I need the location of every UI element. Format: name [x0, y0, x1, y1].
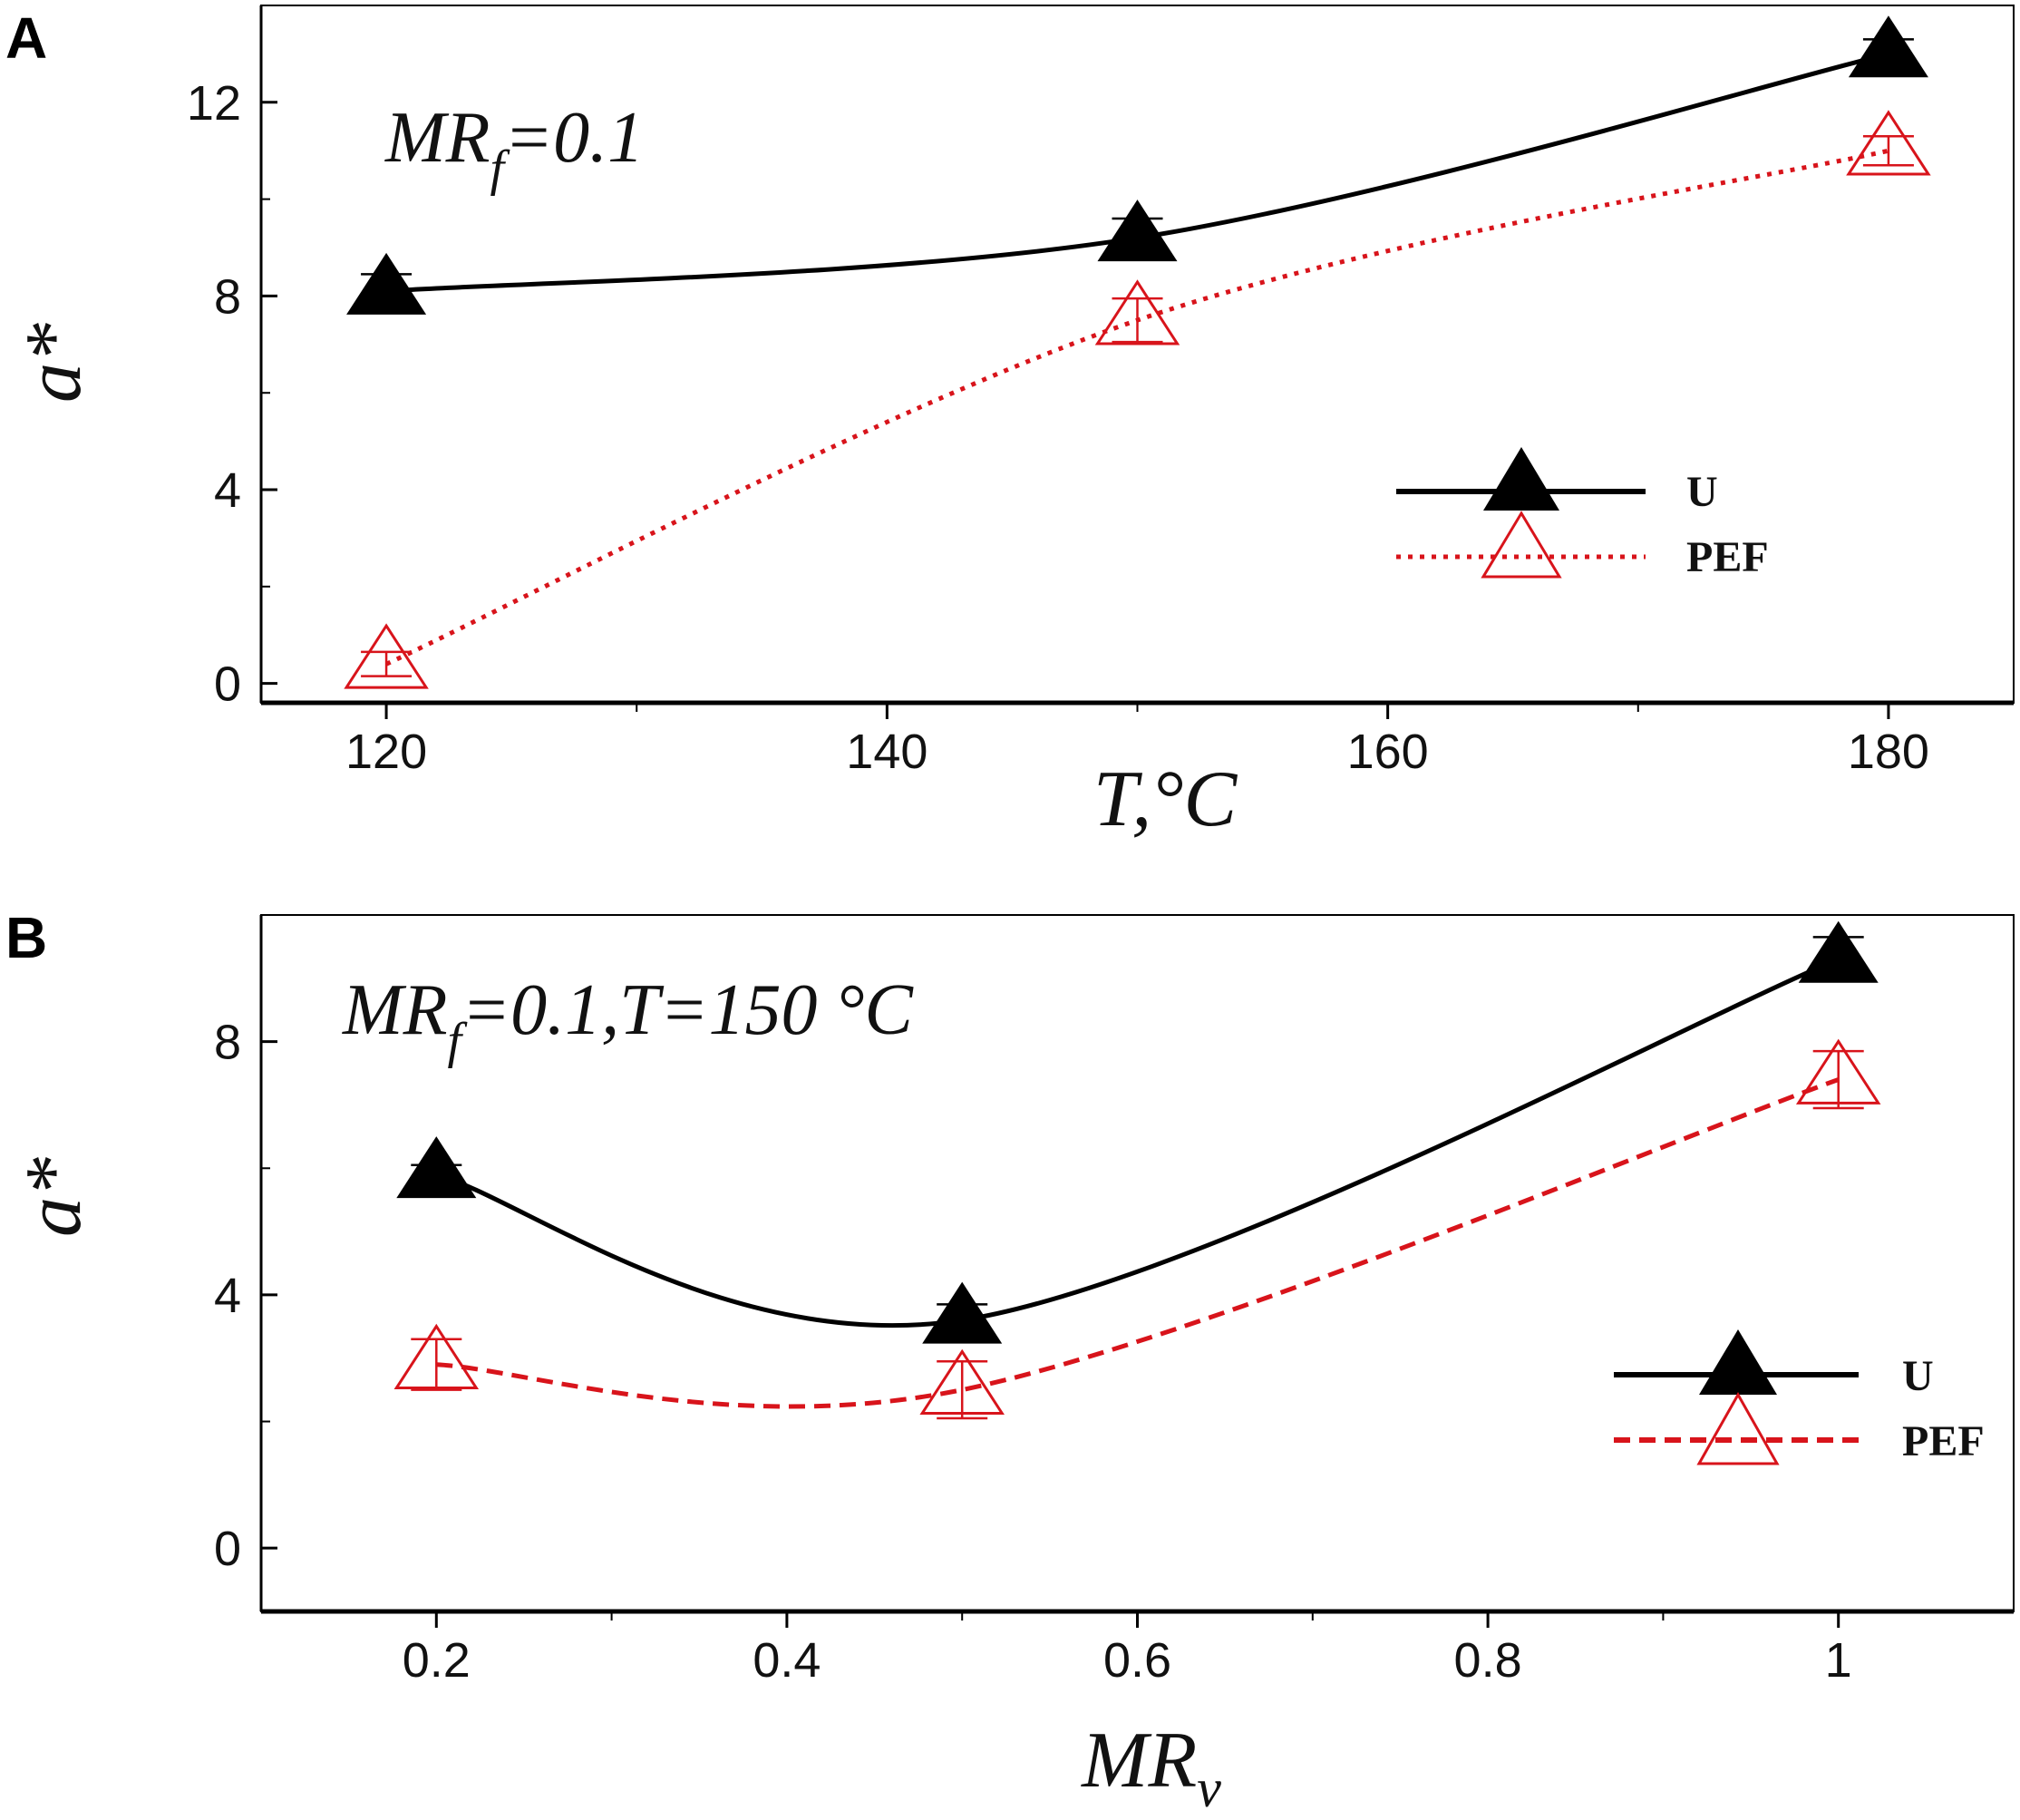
panel-a-series-pef-point [344, 623, 429, 689]
panel-b-annotation: MRf=0.1,T=150 °C [342, 970, 915, 1069]
panel-b-series-pef-point [919, 1348, 1005, 1415]
panel-b-ticks: 0.2 0.4 0.6 0.8 1 0 4 8 [214, 1016, 1852, 1688]
panel-b-y-tick-label: 4 [214, 1269, 241, 1323]
panel-b-x-tick-label: 0.8 [1454, 1633, 1522, 1688]
panel-b-series-u-point [396, 1136, 477, 1199]
panel-b-y-tick-label: 8 [214, 1016, 241, 1070]
panel-a-x-axis-label: T,°C [1093, 755, 1238, 843]
panel-a-x-tick-label: 120 [345, 725, 427, 779]
panel-a-legend: U PEF [1396, 447, 1769, 581]
panel-a-annotation-rest: =0.1 [504, 98, 644, 178]
panel-letter-b: B [5, 905, 47, 970]
panel-a-series-u-point [1097, 200, 1178, 262]
panel-b-series-pef-point [393, 1323, 480, 1390]
panel-letter-a: A [5, 5, 47, 71]
panel-a-series-u-point [346, 252, 427, 315]
panel-b-series-pef-point [1795, 1038, 1881, 1105]
panel-b-series [393, 920, 1881, 1420]
panel-b-x-tick-label: 0.6 [1103, 1633, 1171, 1688]
panel-a-x-tick-label: 140 [846, 725, 927, 779]
panel-a-ticks: 120 140 160 180 0 4 8 12 [187, 76, 1929, 779]
panel-b-series-pef-line [436, 1077, 1840, 1409]
panel-a-x-tick-label: 180 [1848, 725, 1929, 779]
panel-b-series-u-point [922, 1281, 1003, 1344]
panel-b-y-axis-label: a* [10, 1157, 98, 1237]
panel-a-annotation: MRf=0.1 [384, 98, 644, 197]
panel-b-series-u-point [1798, 920, 1879, 983]
legend-u-marker [1483, 447, 1559, 511]
panel-b-y-tick-label: 0 [214, 1522, 241, 1576]
panel-b-x-tick-label: 1 [1825, 1633, 1852, 1688]
legend-pef-label: PEF [1686, 533, 1769, 581]
panel-b-x-tick-label: 0.2 [403, 1633, 471, 1688]
panel-b-series-u-line [435, 957, 1840, 1329]
panel-a-x-tick-label: 160 [1347, 725, 1429, 779]
panel-b-x-axis-label-main: MR [1080, 1717, 1197, 1805]
panel-a-series-pef-point [1846, 110, 1931, 176]
legend-pef-marker [1696, 1391, 1780, 1465]
panel-a-y-tick-label: 12 [187, 76, 241, 131]
panel-b-x-tick-label: 0.4 [753, 1633, 821, 1688]
legend-pef-label: PEF [1902, 1417, 1985, 1465]
panel-a-y-tick-label: 4 [214, 463, 241, 518]
panel-b-legend: U PEF [1614, 1329, 1985, 1465]
panel-a-series-u-point [1848, 15, 1928, 78]
panel-b-x-axis-label-sub: v [1197, 1758, 1221, 1818]
panel-a-series [344, 15, 1931, 689]
legend-pef-marker [1481, 511, 1562, 579]
panel-a-annotation-main: MR [384, 98, 490, 178]
panel-a-y-axis-label: a* [10, 323, 98, 403]
panel-b-x-axis-label: MRv [1080, 1717, 1221, 1818]
panel-a-series-pef-point [1094, 279, 1180, 346]
panel-a-y-tick-label: 8 [214, 269, 241, 324]
legend-u-marker [1699, 1329, 1777, 1395]
legend-u-label: U [1686, 468, 1718, 516]
legend-u-label: U [1902, 1352, 1934, 1400]
panel-b-annotation-rest: =0.1,T=150 °C [461, 970, 914, 1050]
panel-a-y-tick-label: 0 [214, 657, 241, 712]
panel-b-annotation-main: MR [342, 970, 448, 1050]
panel-a: A 120 140 160 180 0 4 8 12 MRf=0.1 T,°C a* U PE… [5, 5, 2015, 843]
